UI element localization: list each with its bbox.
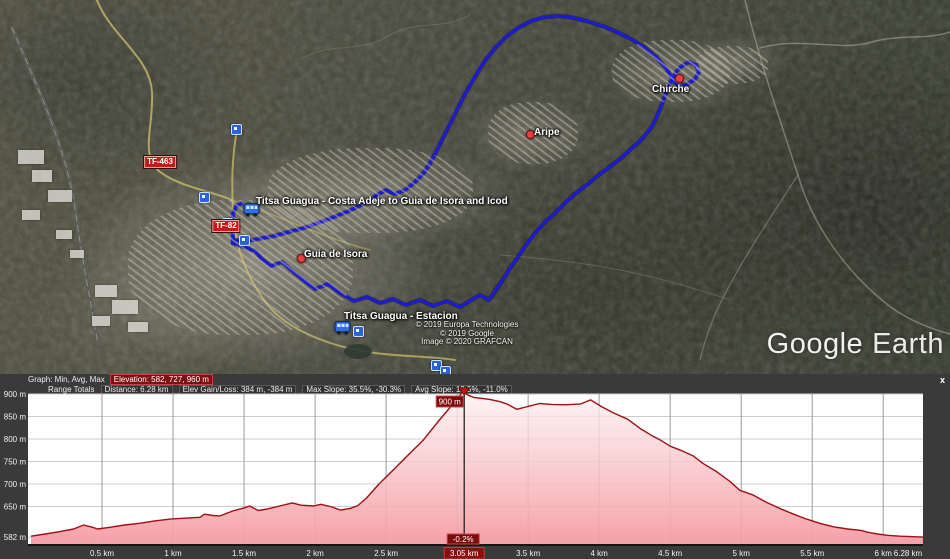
cursor-distance-badge (443, 547, 485, 559)
x-tick-label: 5.5 km (800, 549, 824, 558)
road-sign-tf-82: TF-82 (212, 220, 240, 232)
x-tick-label: 2.5 km (374, 549, 398, 558)
map-copyright: © 2019 Europa Technologies © 2019 Google I… (372, 320, 562, 347)
satellite-texture (0, 0, 950, 374)
y-tick-label: 750 m (4, 458, 27, 467)
elevation-chart: 900 m 850 m 800 m 750 m 700 m 650 m 582 m 0.5 k… (4, 387, 924, 559)
road-line (699, 174, 799, 361)
greenhouse-building (128, 322, 148, 332)
copyright-line: © 2019 Europa Technologies (415, 320, 519, 329)
cursor-elevation-label: 900 m (439, 398, 462, 407)
bus-icon[interactable] (334, 320, 351, 335)
x-tick-label: 2 km (306, 549, 324, 558)
x-tick-label: 0.5 km (90, 549, 114, 558)
bus-stop-icon[interactable] (353, 326, 364, 337)
map-overlay-svg (0, 0, 950, 374)
greenhouse-building (48, 190, 72, 202)
place-dot-icon[interactable] (526, 130, 535, 139)
bus-stop-icon[interactable] (440, 366, 451, 374)
satellite-map[interactable]: Titsa Guagua - Costa Adeje to Guia de Is… (0, 0, 950, 374)
y-tick-label: 700 m (4, 480, 27, 489)
bus-stop-icon[interactable] (431, 360, 442, 371)
y-tick-label: 650 m (4, 503, 27, 512)
greenhouse-building (92, 316, 110, 326)
gps-route-path[interactable] (231, 14, 701, 309)
place-dot-icon[interactable] (297, 254, 306, 263)
x-tick-label: 6.28 km (894, 549, 923, 558)
road-sign-tf-463: TF-463 (144, 156, 176, 168)
road-line (231, 124, 456, 361)
greenhouse-building (18, 150, 44, 164)
greenhouse-building (70, 250, 84, 258)
bus-stop-icon[interactable] (239, 235, 250, 246)
cursor-slope-badge (446, 533, 480, 545)
y-tick-label: 850 m (4, 413, 27, 422)
x-tick-label: 4.5 km (658, 549, 682, 558)
road-line (759, 31, 950, 49)
map-label-aripe[interactable]: Aripe (534, 127, 560, 138)
road-line (499, 254, 731, 301)
cursor-peak-marker (458, 387, 470, 396)
x-tick-label: 1.5 km (232, 549, 256, 558)
greenhouse-building (112, 300, 138, 314)
map-label-chirche[interactable]: Chirche (652, 84, 690, 95)
watermark-earth: Earth (872, 328, 944, 360)
x-tick-label: 5 km (733, 549, 751, 558)
map-terrain-patch (696, 46, 768, 84)
bus-stop-icon[interactable] (231, 124, 242, 135)
range-totals-label: Range Totals (48, 385, 95, 394)
graph-minavgmax-label: Graph: Min, Avg, Max (28, 375, 105, 384)
y-tick-label: 900 m (4, 390, 27, 399)
road-line (299, 14, 471, 61)
greenhouse-building (95, 285, 117, 297)
x-tick-label: 6 km (875, 549, 893, 558)
greenhouse-building (22, 210, 40, 220)
x-tick-label: 1 km (164, 549, 182, 558)
bus-icon[interactable] (243, 202, 260, 217)
place-dot-icon[interactable] (675, 74, 684, 83)
x-tick-label: 3.5 km (516, 549, 540, 558)
elevation-profile-panel: Graph: Min, Avg, Max Elevation: 582, 727… (0, 374, 950, 559)
y-tick-label: 582 m (4, 533, 27, 542)
map-terrain-patch (128, 200, 353, 335)
close-chart-button[interactable]: x (939, 375, 945, 385)
greenhouse-building (32, 170, 52, 182)
greenhouse-building (56, 230, 72, 239)
map-terrain-patch (612, 40, 730, 102)
cursor-slope-label: -0.2% (453, 535, 474, 544)
map-label-guia-de-isora[interactable]: Guia de Isora (304, 249, 368, 260)
copyright-line: © 2019 Google (440, 328, 494, 338)
road-line (95, 0, 233, 201)
road-line (744, 0, 950, 335)
elevation-line (30, 391, 924, 538)
watermark-google: Google (766, 328, 864, 360)
y-tick-label: 800 m (4, 435, 27, 444)
map-terrain-patch (268, 148, 473, 233)
elevation-area-fill (31, 392, 923, 545)
map-label-station[interactable]: Titsa Guagua - Estacion (344, 311, 458, 322)
reservoir (344, 344, 372, 359)
map-label-route-title[interactable]: Titsa Guagua - Costa Adeje to Guia de Is… (256, 196, 508, 207)
bus-stop-icon[interactable] (199, 192, 210, 203)
cursor-elevation-badge (435, 395, 464, 408)
x-tick-label: 4 km (590, 549, 608, 558)
google-earth-watermark: Google Earth (767, 328, 944, 361)
road-line (11, 27, 99, 345)
cursor-distance-label: 3.05 km (450, 549, 479, 558)
copyright-line: Image © 2020 GRAFCAN (421, 337, 513, 346)
